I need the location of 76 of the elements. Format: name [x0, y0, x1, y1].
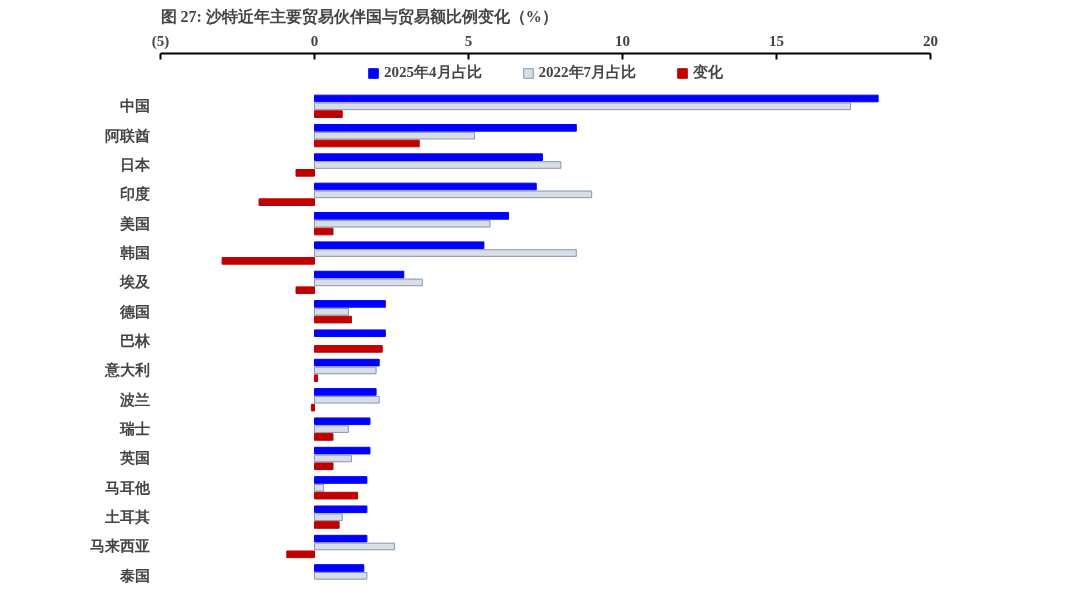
- bar: [314, 417, 371, 426]
- y-tick-label: 美国: [118, 214, 150, 232]
- bar: [314, 534, 368, 543]
- bar: [314, 278, 423, 287]
- bar: [314, 521, 340, 529]
- bar: [314, 300, 386, 308]
- bar: [314, 462, 334, 471]
- x-tick-label: 15: [769, 32, 784, 49]
- bar: [314, 446, 371, 455]
- legend-label: 2025年4月占比: [384, 63, 482, 82]
- y-tick-label: 阿联酋: [104, 127, 150, 144]
- bar: [314, 388, 377, 396]
- bar: [295, 169, 315, 177]
- bar: [258, 198, 315, 206]
- bar: [314, 491, 359, 500]
- bar: [314, 94, 879, 103]
- bar: [314, 345, 383, 353]
- bar: [314, 139, 420, 148]
- y-tick-label: 意大利: [103, 362, 150, 379]
- bar: [314, 227, 334, 236]
- y-tick-label: 中国: [119, 98, 150, 115]
- bar: [310, 403, 315, 412]
- bar: [314, 329, 386, 338]
- bar: [286, 550, 315, 559]
- x-tick-label: 10: [615, 32, 630, 49]
- bar: [314, 425, 349, 433]
- bar: [295, 286, 315, 295]
- x-tick-label: (5): [151, 32, 170, 50]
- y-tick-label: 马来西亚: [89, 538, 150, 555]
- chart-title: 图 27: 沙特近年主要贸易伙伴国与贸易额比例变化（%）: [160, 6, 558, 26]
- bar: [314, 395, 380, 404]
- bar: [314, 513, 343, 521]
- bar: [314, 161, 562, 169]
- bar: [314, 542, 396, 551]
- bar: [314, 131, 476, 140]
- y-tick-label: 泰国: [118, 567, 150, 584]
- y-tick-label: 土耳其: [103, 509, 150, 526]
- y-tick-label: 日本: [119, 157, 151, 174]
- bar: [314, 124, 577, 132]
- bar: [221, 257, 315, 265]
- bar: [314, 270, 405, 279]
- y-tick-label: 马耳他: [104, 479, 151, 496]
- bar: [314, 110, 343, 118]
- legend-label: 变化: [693, 63, 723, 82]
- bar: [314, 476, 368, 484]
- bar: [314, 249, 577, 257]
- bar: [314, 102, 851, 111]
- bar: [314, 564, 365, 572]
- bar: [314, 153, 543, 162]
- bar: [314, 358, 380, 367]
- bar: [314, 454, 352, 463]
- bar: [314, 483, 325, 492]
- x-tick-label: 20: [923, 32, 938, 49]
- bar: [314, 572, 368, 580]
- legend-label: 2022年7月占比: [538, 63, 636, 82]
- y-tick-label: 埃及: [118, 274, 151, 291]
- bar: [314, 241, 485, 250]
- bar: [314, 433, 334, 441]
- y-tick-label: 印度: [119, 185, 150, 203]
- y-tick-label: 韩国: [118, 245, 150, 262]
- bar: [314, 505, 368, 514]
- y-tick-label: 巴林: [119, 333, 151, 350]
- y-tick-label: 瑞士: [118, 421, 150, 438]
- bar: [314, 366, 377, 375]
- bar: [314, 374, 319, 383]
- bar: [314, 212, 510, 220]
- y-tick-label: 德国: [118, 303, 150, 320]
- y-tick-label: 英国: [118, 450, 150, 467]
- bar: [314, 315, 352, 324]
- bar: [314, 190, 593, 199]
- y-tick-label: 波兰: [118, 391, 150, 408]
- bar: [314, 182, 537, 191]
- bar: [314, 219, 491, 228]
- bar: [314, 307, 349, 316]
- x-tick-label: 0: [310, 32, 319, 49]
- x-tick-label: 5: [464, 32, 473, 49]
